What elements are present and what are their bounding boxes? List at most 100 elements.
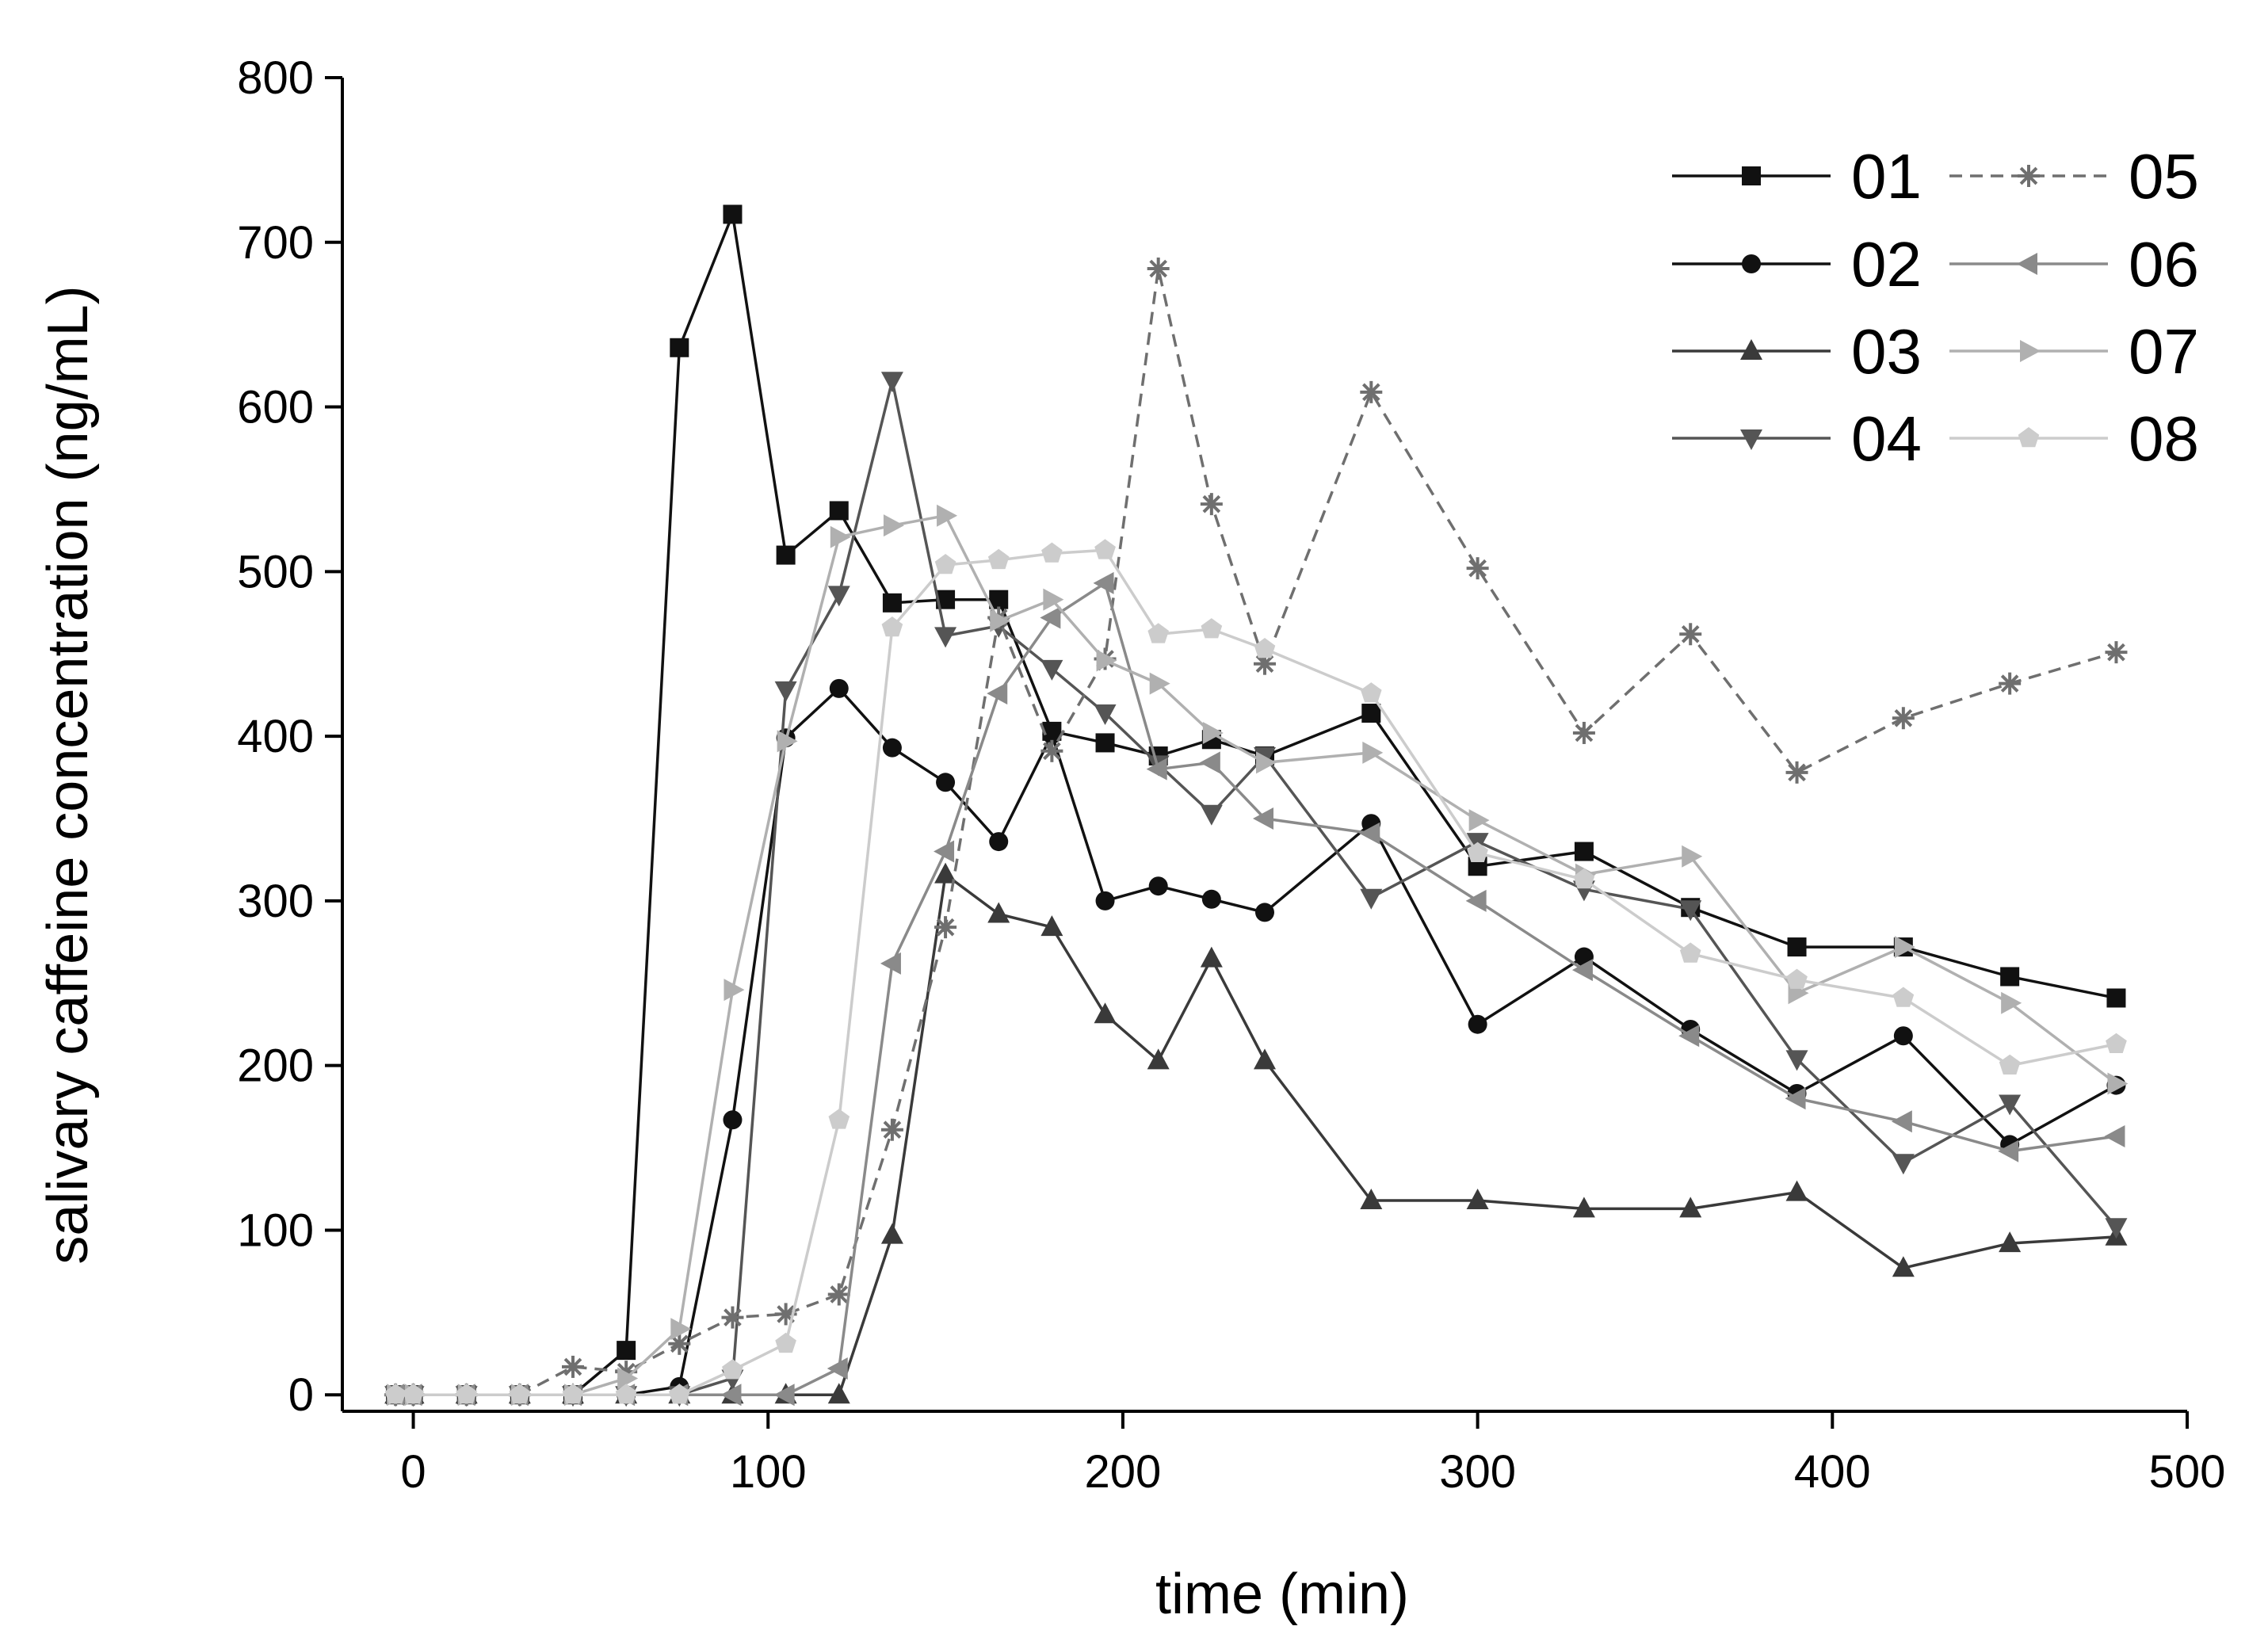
legend-marker: [1742, 166, 1761, 185]
series-line-08: [395, 548, 2117, 1396]
data-point: [827, 1283, 850, 1306]
data-point: [1892, 987, 1915, 1007]
data-point: [881, 616, 903, 637]
data-point: [723, 1110, 743, 1130]
legend-item-02: 02: [1672, 229, 1922, 300]
data-point: [1254, 638, 1276, 658]
data-point: [1147, 1048, 1170, 1070]
data-point: [1040, 739, 1063, 762]
data-point: [1200, 946, 1223, 968]
asterisk-stroke: [2107, 643, 2125, 662]
data-point: [827, 1383, 850, 1404]
asterisk-stroke: [670, 1334, 689, 1353]
data-point: [776, 545, 796, 565]
y-ticks: 0 100 200 300 400 500 600 700 800: [237, 52, 342, 1421]
data-point: [987, 682, 1008, 705]
data-point: [723, 204, 743, 224]
data-point: [1362, 741, 1384, 764]
data-point: [1041, 542, 1063, 563]
data-point: [774, 681, 797, 702]
data-point: [1042, 725, 1062, 745]
data-point: [1466, 557, 1489, 580]
data-point: [2104, 1125, 2125, 1148]
data-point: [827, 586, 850, 607]
data-point: [1094, 539, 1116, 559]
data-point: [1999, 1094, 2022, 1116]
data-point: [1146, 758, 1167, 781]
data-point: [882, 593, 902, 613]
asterisk-stroke: [1255, 655, 1274, 674]
data-point: [1892, 707, 1915, 730]
data-point: [1095, 733, 1115, 753]
data-point: [829, 678, 849, 698]
data-point: [1571, 959, 1593, 982]
data-point: [1040, 915, 1063, 937]
legend-label: 08: [2129, 403, 2199, 474]
data-point: [615, 1384, 637, 1404]
data-point: [1785, 761, 1808, 784]
y-tick-label: 400: [237, 711, 314, 762]
series-03: [384, 862, 2128, 1404]
data-point: [1467, 842, 1488, 862]
y-tick-label: 100: [237, 1204, 314, 1256]
data-point: [1040, 659, 1063, 681]
data-point: [1040, 606, 1061, 629]
data-point: [1892, 1256, 1915, 1277]
data-point: [1256, 751, 1277, 774]
data-point: [880, 1118, 903, 1141]
asterisk-stroke: [1202, 494, 1221, 513]
y-tick-label: 300: [237, 876, 314, 927]
data-point: [1147, 623, 1169, 643]
data-point: [1361, 704, 1381, 723]
data-point: [1894, 936, 1915, 959]
data-point: [668, 1332, 691, 1355]
data-point: [1468, 809, 1490, 832]
series-layer: [384, 204, 2129, 1407]
legend-item-05: 05: [1949, 141, 2199, 212]
data-point: [1361, 682, 1382, 703]
data-point: [1893, 1026, 1913, 1046]
data-point: [880, 1223, 903, 1244]
data-point: [1679, 1197, 1702, 1218]
data-point: [1093, 571, 1114, 594]
data-point: [2000, 967, 2020, 987]
data-point: [1891, 1110, 1912, 1133]
legend-marker: [1742, 254, 1761, 273]
data-point: [937, 504, 958, 527]
data-point: [2107, 1072, 2129, 1095]
data-point: [1148, 876, 1168, 896]
data-point: [777, 730, 798, 753]
legend: 01 02 03 04 05 06 07 08: [1672, 141, 2199, 474]
data-point: [1679, 623, 1702, 646]
data-point: [670, 1318, 692, 1341]
data-point: [1786, 968, 1808, 989]
data-point: [2001, 991, 2022, 1014]
data-point: [1468, 1014, 1487, 1034]
asterisk-stroke: [1788, 763, 1806, 782]
data-point: [936, 773, 956, 792]
data-point: [724, 979, 745, 1002]
data-point: [720, 1384, 742, 1407]
asterisk-stroke: [2019, 166, 2038, 185]
data-point: [1682, 845, 1703, 868]
legend-item-04: 04: [1672, 403, 1922, 474]
data-point: [880, 372, 903, 393]
legend-item-03: 03: [1672, 316, 1922, 387]
series-line-03: [395, 872, 2117, 1396]
asterisk-stroke: [1468, 559, 1487, 578]
asterisk-stroke: [563, 1357, 582, 1376]
data-point: [934, 840, 955, 863]
series-line-04: [395, 379, 2117, 1396]
x-axis-title: time (min): [1155, 1563, 1409, 1626]
data-point: [1043, 588, 1064, 611]
data-point: [1998, 1139, 2019, 1162]
data-point: [562, 1355, 584, 1378]
y-axis-title: salivary caffeine concentration (ng/mL): [36, 285, 100, 1264]
data-point: [1679, 942, 1701, 963]
x-tick-label: 400: [1794, 1446, 1871, 1498]
data-point: [1253, 807, 1273, 830]
asterisk-stroke: [1575, 723, 1594, 742]
axes: [341, 78, 2187, 1413]
legend-marker: [1740, 429, 1762, 450]
